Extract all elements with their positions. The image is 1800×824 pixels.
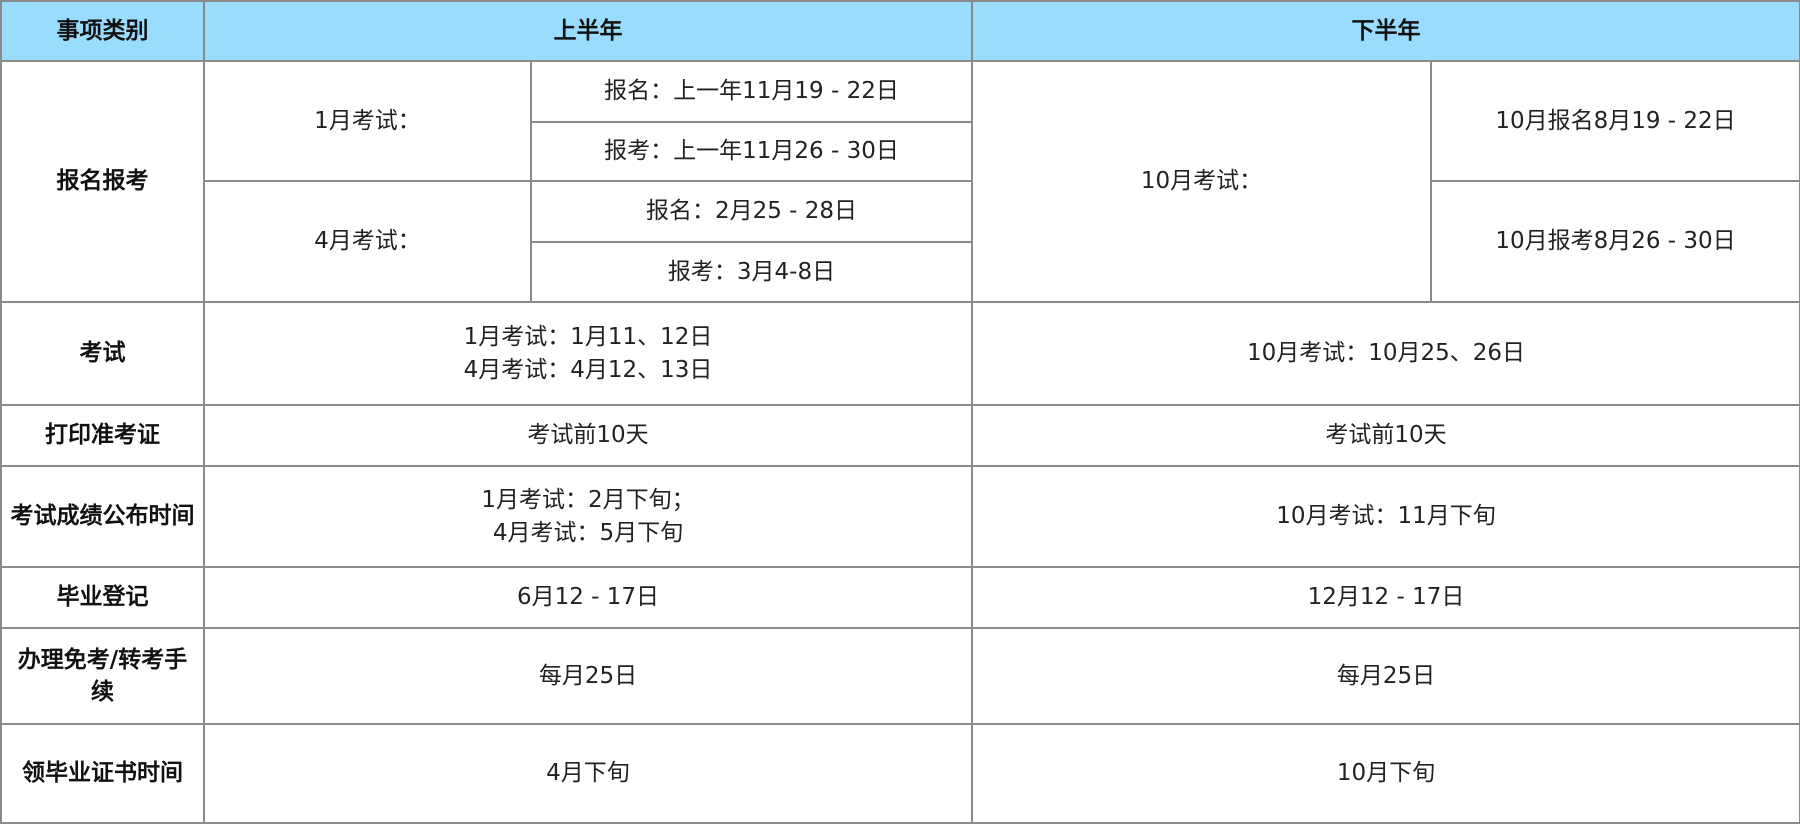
table-row: 打印准考证 考试前10天 考试前10天 — [0, 404, 1800, 467]
admission-second-half: 考试前10天 — [971, 404, 1800, 467]
certificate-first-half: 4月下旬 — [203, 723, 973, 824]
oct-signup: 10月报名8月19 - 22日 — [1430, 60, 1800, 182]
exam-first-line2: 4月考试：4月12、13日 — [463, 356, 713, 383]
row-label-exemption: 办理免考/转考手续 — [0, 627, 205, 725]
results-first-line1: 1月考试：2月下旬； — [481, 487, 695, 514]
apr-apply: 报考：3月4-8日 — [530, 241, 973, 303]
row-label-admission: 打印准考证 — [0, 404, 205, 467]
jan-exam-label: 1月考试： — [203, 60, 532, 182]
table-row: 4月考试： 报名：2月25 - 28日 10月报考8月26 - 30日 — [1, 180, 1800, 303]
row-label-certificate: 领毕业证书时间 — [0, 723, 205, 824]
results-first-half: 1月考试：2月下旬； 4月考试：5月下旬 — [203, 465, 973, 568]
header-first-half: 上半年 — [203, 0, 973, 62]
table-row: 毕业登记 6月12 - 17日 12月12 - 17日 — [0, 566, 1800, 629]
oct-exam-label: 10月考试： — [971, 60, 1432, 303]
graduation-first-half: 6月12 - 17日 — [203, 566, 973, 629]
table-row: 考试 1月考试：1月11、12日 4月考试：4月12、13日 10月考试：10月2… — [0, 301, 1800, 406]
header-row: 事项类别 上半年 下半年 — [0, 0, 1800, 62]
admission-first-half: 考试前10天 — [203, 404, 973, 467]
row-label-graduation: 毕业登记 — [0, 566, 205, 629]
table-row: 考试成绩公布时间 1月考试：2月下旬； 4月考试：5月下旬 10月考试：11月下旬 — [0, 465, 1800, 568]
table-row: 办理免考/转考手续 每月25日 每月25日 — [0, 627, 1800, 725]
exam-second-half: 10月考试：10月25、26日 — [971, 301, 1800, 406]
jan-signup: 报名：上一年11月19 - 22日 — [530, 60, 973, 123]
exemption-second-half: 每月25日 — [971, 627, 1800, 725]
results-second-half: 10月考试：11月下旬 — [971, 465, 1800, 568]
row-label-results: 考试成绩公布时间 — [0, 465, 205, 568]
exemption-first-half: 每月25日 — [203, 627, 973, 725]
certificate-second-half: 10月下旬 — [971, 723, 1800, 824]
table-row: 领毕业证书时间 4月下旬 10月下旬 — [0, 723, 1800, 824]
header-second-half: 下半年 — [971, 0, 1800, 62]
table-row: 报名报考 1月考试： 报名：上一年11月19 - 22日 10月考试： 10月报… — [0, 60, 1800, 303]
apr-signup: 报名：2月25 - 28日 — [530, 180, 973, 243]
row-label-registration: 报名报考 — [0, 60, 205, 303]
table-row: 报考：3月4-8日 — [1, 241, 1800, 303]
header-category: 事项类别 — [0, 0, 205, 62]
graduation-second-half: 12月12 - 17日 — [971, 566, 1800, 629]
oct-apply: 10月报考8月26 - 30日 — [1430, 180, 1800, 303]
row-label-exam: 考试 — [0, 301, 205, 406]
results-first-line2: 4月考试：5月下旬 — [492, 519, 684, 546]
apr-exam-label: 4月考试： — [203, 180, 532, 303]
table-row: 报考：上一年11月26 - 30日 — [1, 121, 1800, 182]
exam-first-line1: 1月考试：1月11、12日 — [463, 324, 713, 351]
jan-apply: 报考：上一年11月26 - 30日 — [530, 121, 973, 182]
exam-first-half: 1月考试：1月11、12日 4月考试：4月12、13日 — [203, 301, 973, 406]
